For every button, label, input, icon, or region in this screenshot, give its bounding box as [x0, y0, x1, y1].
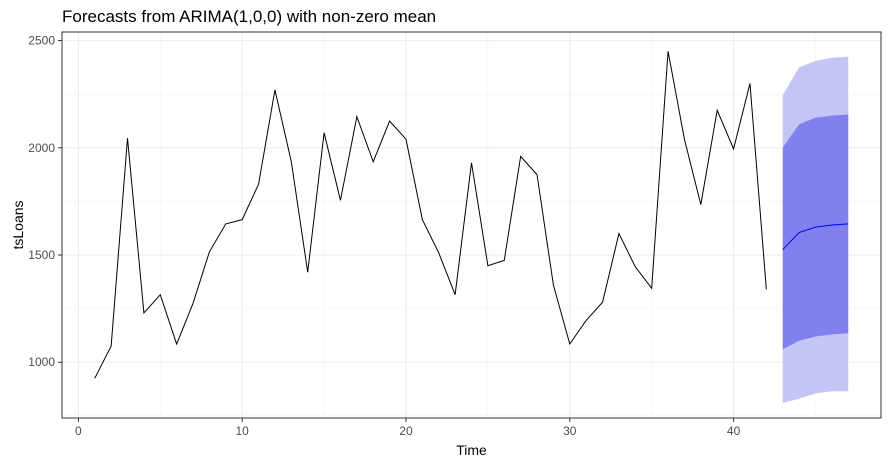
grid-lines	[62, 32, 881, 418]
observed-series-line	[94, 51, 767, 379]
x-tick-label: 0	[75, 424, 82, 438]
chart-title: Forecasts from ARIMA(1,0,0) with non-zer…	[62, 7, 436, 26]
x-tick-label: 40	[727, 424, 741, 438]
series-lines	[94, 51, 849, 379]
plot-panel-border	[61, 31, 882, 419]
y-axis: 1000 1500 2000 2500	[28, 34, 62, 369]
prediction-band-80	[782, 114, 849, 350]
prediction-intervals	[782, 56, 849, 403]
y-axis-title: tsLoans	[10, 200, 26, 249]
x-tick-label: 30	[563, 424, 577, 438]
x-axis-title: Time	[456, 442, 487, 458]
y-tick-label: 1500	[28, 248, 55, 262]
x-tick-label: 10	[236, 424, 250, 438]
y-tick-label: 2000	[28, 141, 55, 155]
x-axis: 0 10 20 30 40	[75, 418, 741, 438]
y-tick-label: 1000	[28, 355, 55, 369]
x-tick-label: 20	[399, 424, 413, 438]
y-tick-label: 2500	[28, 34, 55, 48]
forecast-mean-line	[782, 223, 849, 251]
